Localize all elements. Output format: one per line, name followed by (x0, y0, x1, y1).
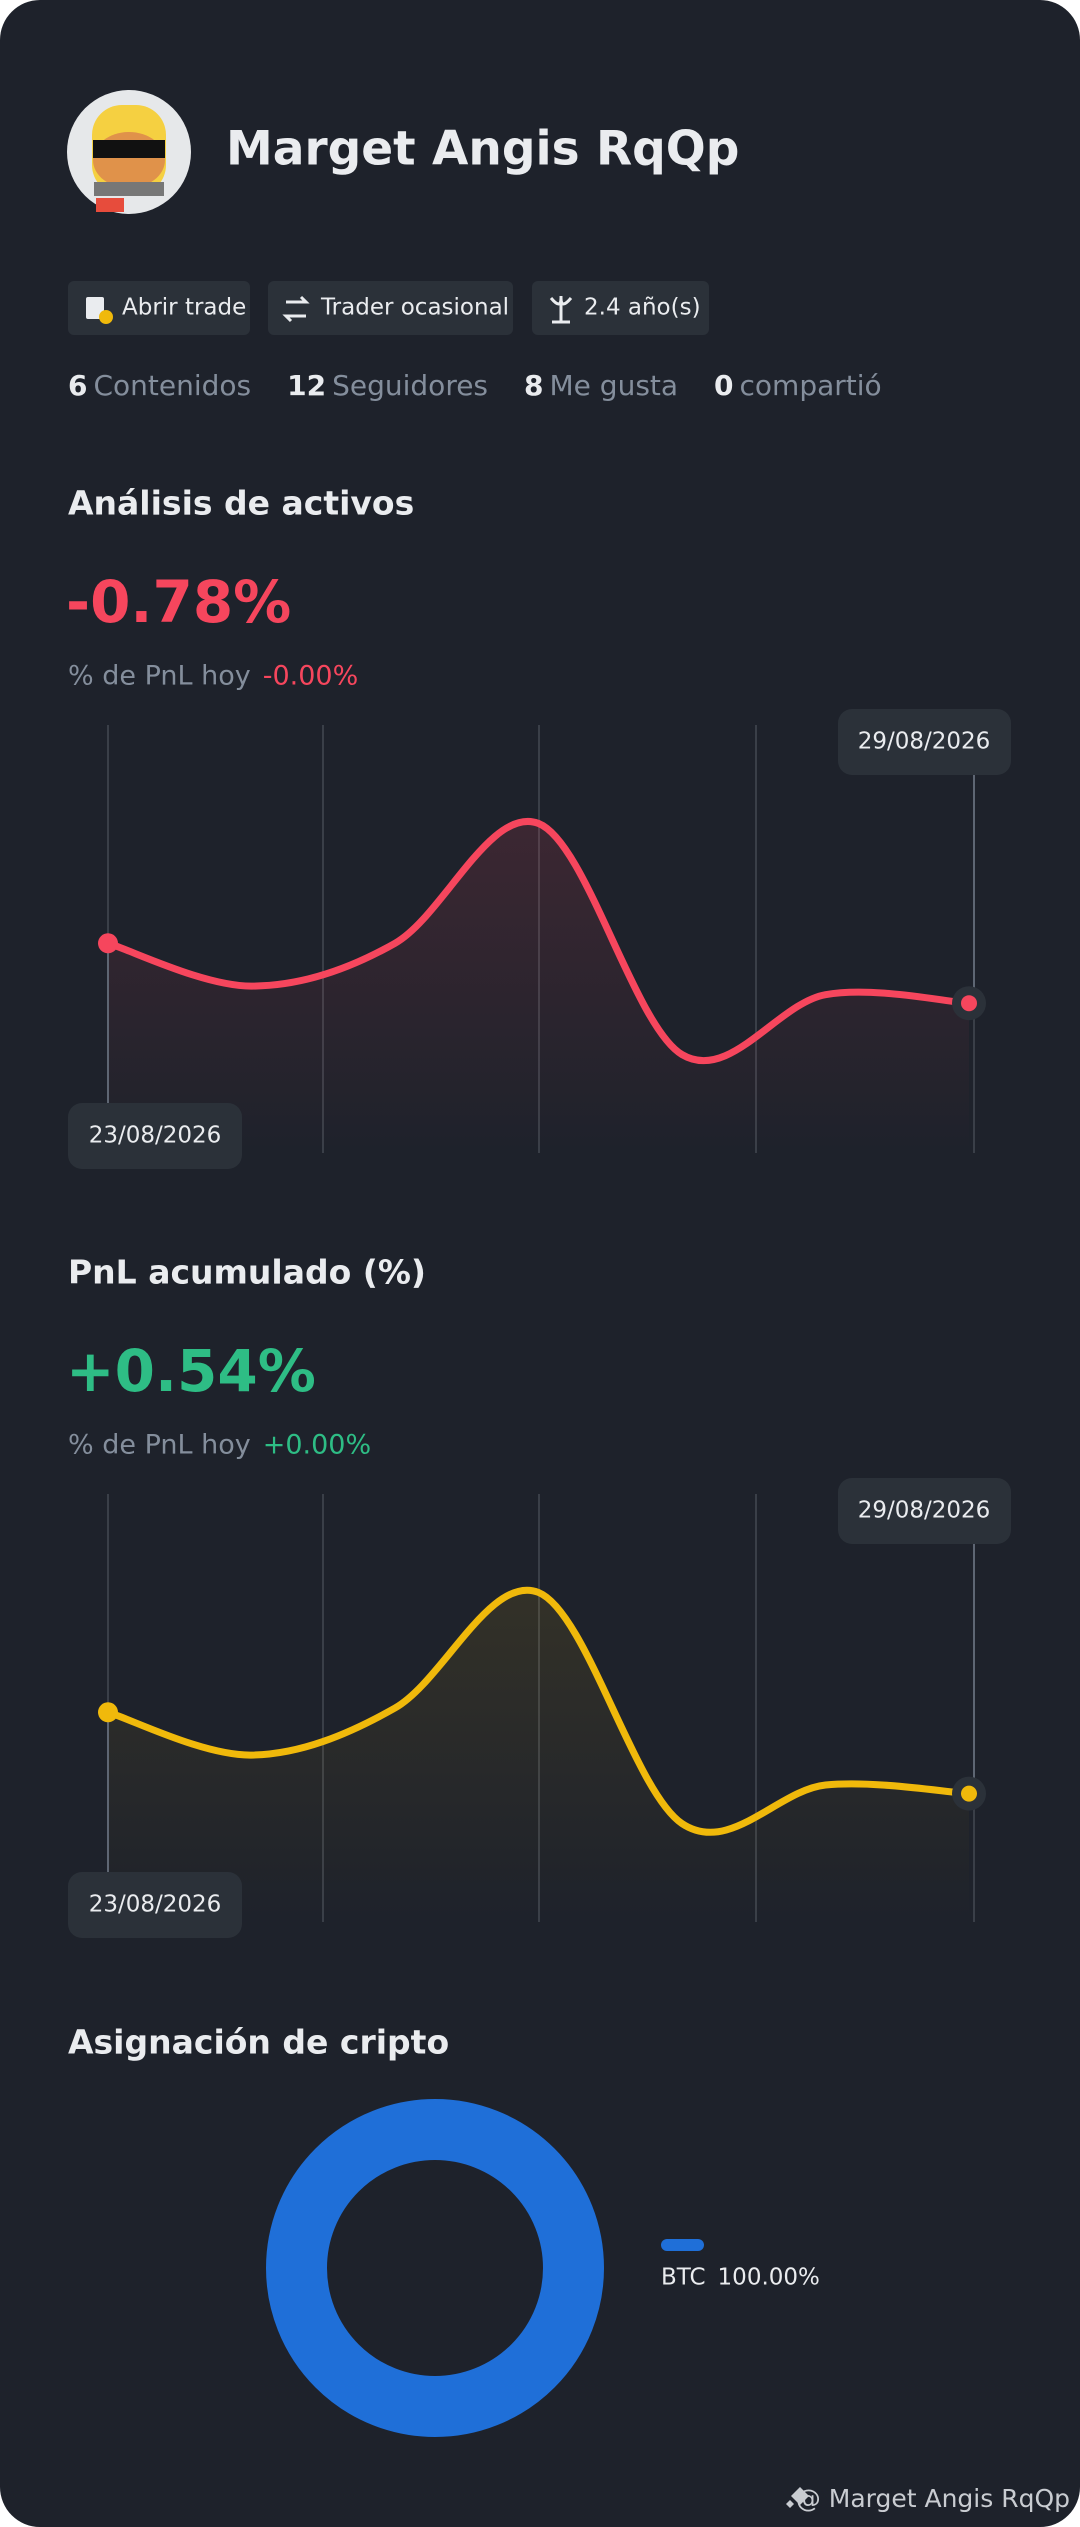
stat-value: 12 (287, 369, 326, 402)
line (106, 1586, 970, 1836)
start-point (98, 1702, 118, 1723)
avatar (67, 90, 191, 214)
pnl-value: -0.00% (263, 661, 359, 692)
footer-icon (786, 2487, 809, 2508)
tooltip-date: 23/08/2026 (89, 1892, 222, 1918)
line-area (108, 1590, 969, 1922)
tooltip-date: 23/08/2026 (89, 1123, 222, 1149)
footer: @ Marget Angis RqQp (796, 2484, 1070, 2513)
tag: Abrir trade (122, 295, 246, 321)
tooltip-date: 29/08/2026 (858, 729, 991, 755)
stat-value: 0 (714, 369, 733, 402)
headline-value: +0.54% (66, 1337, 316, 1405)
pnl-label: % de PnL hoy (68, 1430, 251, 1461)
tooltip (68, 1103, 242, 1169)
tag-bgs (68, 281, 709, 335)
section-title: PnL acumulado (%) (68, 1253, 426, 1292)
legend-swatch (661, 2239, 704, 2251)
line-area (108, 821, 969, 1153)
profile-name: Marget Angis RqQp (226, 122, 739, 177)
legend-value: 100.00% (718, 2265, 820, 2291)
tooltip (838, 1478, 1011, 1544)
stat-label: Contenidos (93, 369, 251, 402)
donut-segment (266, 2099, 604, 2437)
legend-label: BTC (661, 2265, 706, 2291)
tooltip (68, 1872, 242, 1938)
end-point (961, 1785, 977, 1802)
pnl-label: % de PnL hoy (68, 661, 251, 692)
line (106, 817, 970, 1065)
end-point (961, 995, 977, 1012)
stats: 6 Contenidos 12 Seguidores 8 Me gusta 0 compart… (68, 369, 882, 402)
stat-label: Me gusta (550, 369, 679, 402)
tooltip-date: 29/08/2026 (858, 1498, 991, 1524)
tooltip (838, 709, 1011, 775)
tag: 2.4 año(s) (584, 295, 701, 321)
pnl-value: +0.00% (263, 1430, 371, 1461)
headline-value: -0.78% (66, 568, 291, 636)
section-title: Asignación de cripto (68, 2023, 449, 2062)
stat-value: 8 (524, 369, 543, 402)
stat-label: compartió (740, 369, 882, 402)
tag: Trader ocasional (320, 295, 509, 321)
section-title: Análisis de activos (68, 484, 414, 523)
stat-value: 6 (68, 369, 87, 402)
start-point (98, 933, 118, 954)
stat-label: Seguidores (332, 369, 488, 402)
